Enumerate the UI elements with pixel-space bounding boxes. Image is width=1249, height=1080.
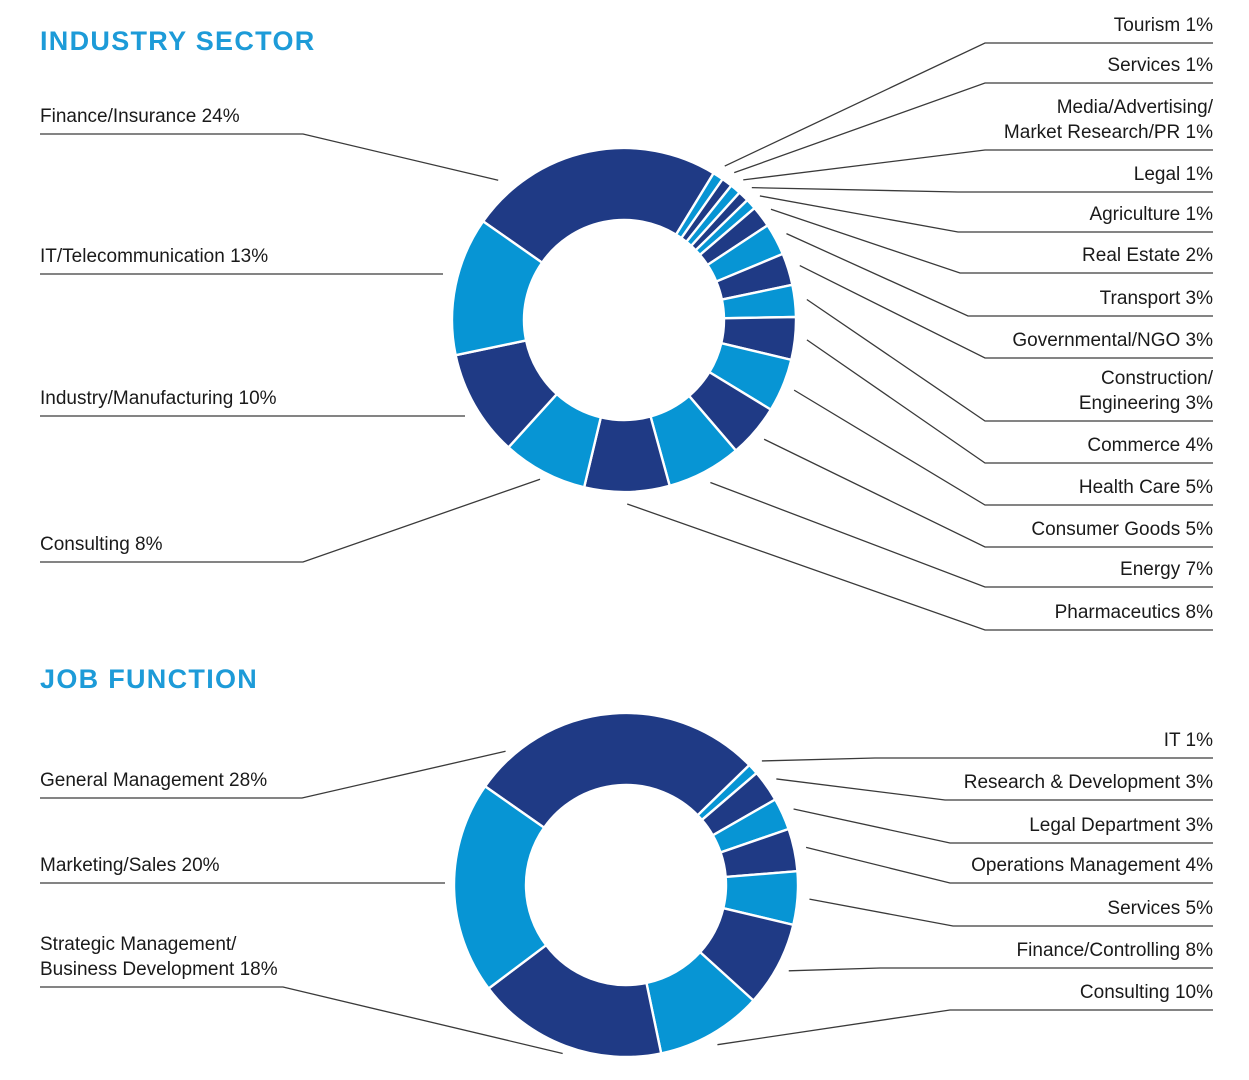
leader-line-consulting bbox=[40, 478, 541, 563]
leader-line-services bbox=[809, 898, 1213, 927]
chart-label-line: Business Development 18% bbox=[40, 959, 278, 980]
leader-line-real-estate bbox=[770, 208, 1213, 274]
chart-label-pharmaceutics: Pharmaceutics 8% bbox=[1055, 600, 1213, 625]
chart-label-construction-engineering: Construction/Engineering 3% bbox=[1079, 366, 1213, 416]
chart-label-line: Real Estate 2% bbox=[1082, 245, 1213, 266]
chart-label-line: IT 1% bbox=[1163, 730, 1213, 751]
chart-label-media-advertising-market-research-pr: Media/Advertising/Market Research/PR 1% bbox=[1004, 95, 1213, 145]
leader-line-services bbox=[734, 82, 1213, 174]
chart-label-line: Services 5% bbox=[1107, 898, 1213, 919]
chart-label-agriculture: Agriculture 1% bbox=[1089, 202, 1213, 227]
chart-label-it-telecommunication: IT/Telecommunication 13% bbox=[40, 244, 268, 269]
chart-label-line: Agriculture 1% bbox=[1089, 204, 1213, 225]
leader-line-strategic-management-business-development bbox=[40, 986, 563, 1055]
chart-label-transport: Transport 3% bbox=[1100, 286, 1213, 311]
chart-label-line: Pharmaceutics 8% bbox=[1054, 602, 1213, 623]
chart-label-line: Marketing/Sales 20% bbox=[40, 855, 220, 876]
chart-label-line: Research & Development 3% bbox=[963, 772, 1213, 793]
chart-label-line: Energy 7% bbox=[1120, 559, 1213, 580]
chart-label-line: Commerce 4% bbox=[1087, 435, 1213, 456]
leader-line-energy bbox=[710, 481, 1213, 588]
chart-label-consulting: Consulting 10% bbox=[1080, 980, 1213, 1005]
donut-slice-finance-insurance bbox=[481, 146, 716, 265]
chart-label-line: Finance/Controlling 8% bbox=[1016, 940, 1213, 961]
chart-label-industry-manufacturing: Industry/Manufacturing 10% bbox=[40, 386, 277, 411]
chart-label-tourism: Tourism 1% bbox=[1114, 13, 1213, 38]
chart-label-line: Finance/Insurance 24% bbox=[40, 106, 240, 127]
chart-label-line: Operations Management 4% bbox=[971, 855, 1213, 876]
chart-label-line: Transport 3% bbox=[1099, 288, 1213, 309]
chart-label-line: General Management 28% bbox=[40, 770, 268, 791]
chart-label-strategic-management-business-development: Strategic Management/Business Developmen… bbox=[40, 932, 278, 982]
leader-line-health-care bbox=[793, 389, 1213, 506]
leader-line-general-management bbox=[40, 750, 506, 799]
job-function-title: JOB FUNCTION bbox=[40, 664, 259, 694]
chart-label-marketing-sales: Marketing/Sales 20% bbox=[40, 853, 220, 878]
chart-label-governmental-ngo: Governmental/NGO 3% bbox=[1012, 328, 1213, 353]
leader-line-construction-engineering bbox=[806, 298, 1213, 422]
chart-label-line: Consulting 8% bbox=[40, 534, 163, 555]
leader-line-operations-management bbox=[805, 846, 1213, 884]
leader-line-legal-department bbox=[793, 808, 1213, 844]
leader-line-finance-insurance bbox=[40, 133, 499, 181]
chart-label-line: Strategic Management/ bbox=[40, 934, 237, 955]
chart-label-line: Services 1% bbox=[1107, 55, 1213, 76]
chart-label-health-care: Health Care 5% bbox=[1079, 475, 1213, 500]
leader-line-media-advertising-market-research-pr bbox=[743, 149, 1213, 181]
leader-line-transport bbox=[786, 233, 1213, 317]
leader-line-commerce bbox=[806, 339, 1213, 464]
chart-label-line: Market Research/PR 1% bbox=[1003, 122, 1213, 143]
leader-line-tourism bbox=[724, 42, 1213, 167]
leader-line-research-development bbox=[776, 778, 1213, 801]
industry-sector-title: INDUSTRY SECTOR bbox=[40, 26, 316, 56]
chart-label-commerce: Commerce 4% bbox=[1087, 433, 1213, 458]
chart-label-line: Construction/ bbox=[1101, 368, 1213, 389]
chart-label-general-management: General Management 28% bbox=[40, 768, 267, 793]
leader-line-governmental-ngo bbox=[799, 265, 1213, 359]
chart-label-line: Consulting 10% bbox=[1079, 982, 1213, 1003]
donut-slice-marketing-sales bbox=[452, 784, 548, 991]
chart-label-energy: Energy 7% bbox=[1120, 557, 1213, 582]
chart-label-research-development: Research & Development 3% bbox=[964, 770, 1213, 795]
leader-line-consulting bbox=[717, 1009, 1213, 1046]
chart-label-line: Media/Advertising/ bbox=[1056, 97, 1213, 118]
chart-label-line: Consumer Goods 5% bbox=[1031, 519, 1213, 540]
leader-line-pharmaceutics bbox=[626, 503, 1213, 631]
chart-label-services: Services 1% bbox=[1107, 53, 1213, 78]
chart-label-real-estate: Real Estate 2% bbox=[1082, 243, 1213, 268]
leader-line-finance-controlling bbox=[788, 967, 1213, 972]
leader-line-it bbox=[761, 757, 1213, 762]
chart-label-legal-department: Legal Department 3% bbox=[1029, 813, 1213, 838]
leader-line-legal bbox=[751, 186, 1213, 193]
leader-line-consumer-goods bbox=[763, 438, 1213, 548]
chart-label-line: IT/Telecommunication 13% bbox=[40, 246, 269, 267]
chart-label-line: Engineering 3% bbox=[1078, 393, 1213, 414]
chart-label-line: Industry/Manufacturing 10% bbox=[40, 388, 277, 409]
chart-label-legal: Legal 1% bbox=[1134, 162, 1213, 187]
chart-label-it: IT 1% bbox=[1164, 728, 1213, 753]
chart-label-line: Tourism 1% bbox=[1113, 15, 1213, 36]
chart-label-operations-management: Operations Management 4% bbox=[971, 853, 1213, 878]
chart-label-consumer-goods: Consumer Goods 5% bbox=[1031, 517, 1213, 542]
donut-slice-it-telecommunication bbox=[450, 219, 544, 357]
chart-label-line: Governmental/NGO 3% bbox=[1012, 330, 1213, 351]
leader-line-agriculture bbox=[759, 195, 1213, 233]
chart-label-finance-insurance: Finance/Insurance 24% bbox=[40, 104, 240, 129]
chart-label-line: Legal Department 3% bbox=[1029, 815, 1213, 836]
chart-label-services: Services 5% bbox=[1107, 896, 1213, 921]
chart-label-finance-controlling: Finance/Controlling 8% bbox=[1017, 938, 1213, 963]
chart-label-consulting: Consulting 8% bbox=[40, 532, 163, 557]
chart-label-line: Health Care 5% bbox=[1078, 477, 1213, 498]
chart-label-line: Legal 1% bbox=[1133, 164, 1213, 185]
donut-slice-general-management bbox=[483, 711, 752, 830]
